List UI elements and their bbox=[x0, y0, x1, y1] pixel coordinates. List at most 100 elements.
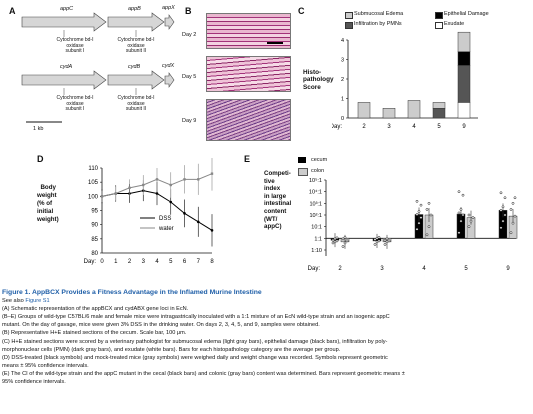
e-data-point bbox=[427, 225, 431, 229]
e-y-tick-label: 10²:1 bbox=[309, 213, 322, 219]
legend-label-exudate: Exudate bbox=[444, 21, 465, 27]
e-data-point bbox=[343, 241, 347, 245]
histology-scale-bar bbox=[267, 42, 283, 44]
e-data-point bbox=[377, 239, 381, 243]
subunit-label-2a: Cytochrome bd-I oxidase subunit I bbox=[56, 95, 94, 113]
e-data-point bbox=[425, 208, 429, 211]
legend-swatch-cecum bbox=[298, 157, 306, 163]
histology-image-day2 bbox=[206, 13, 291, 49]
gene-label-appc: appC bbox=[60, 6, 74, 12]
caption-line-5: (C) H+E stained sections were scored by … bbox=[2, 338, 388, 345]
c-bar-segment bbox=[457, 51, 471, 66]
c-bar-segment bbox=[457, 65, 471, 103]
e-data-point bbox=[511, 221, 515, 225]
e-data-point bbox=[417, 221, 421, 225]
d-data-point bbox=[210, 172, 214, 175]
day-label-5: Day 5 bbox=[182, 74, 197, 80]
figure-s1-link[interactable]: Figure S1 bbox=[25, 298, 50, 305]
caption-line-3: mutant. On the day of gavage, mice were … bbox=[2, 322, 320, 329]
gene-arrow-cydb bbox=[107, 70, 165, 90]
e-data-point bbox=[501, 205, 505, 209]
caption-line-10: 95% confidence intervals. bbox=[2, 379, 66, 386]
e-y-tick-label: 10:1 bbox=[311, 225, 322, 231]
d-x-tick-label: 2 bbox=[128, 259, 132, 265]
d-y-tick-label: 100 bbox=[88, 194, 99, 200]
e-data-point bbox=[499, 191, 503, 195]
e-data-point bbox=[429, 213, 433, 217]
c-bar-segment bbox=[357, 102, 371, 119]
e-data-point bbox=[335, 239, 339, 243]
e-x-tick-label: 4 bbox=[422, 266, 426, 272]
e-data-point bbox=[415, 199, 419, 203]
d-data-point bbox=[169, 183, 172, 187]
day-label-2: Day 2 bbox=[182, 32, 197, 38]
e-y-tick-label: 1:1 bbox=[314, 236, 322, 242]
c-bar-segment bbox=[382, 108, 396, 119]
subunit-label-2b: Cytochrome bd-I oxidase subunit II bbox=[117, 95, 155, 113]
e-data-point bbox=[331, 238, 335, 242]
legend-label-epithelial: Epithelial Damage bbox=[444, 11, 489, 17]
gene-arrow-appc bbox=[21, 12, 107, 32]
e-data-point bbox=[415, 227, 419, 231]
d-x-tick-label: 0 bbox=[100, 259, 104, 265]
caption-line-4: (B) Representative H+E stained sections … bbox=[2, 330, 187, 337]
c-x-tick-label: 4 bbox=[412, 124, 416, 130]
legend-swatch-colon bbox=[298, 168, 308, 176]
e-data-point bbox=[333, 237, 337, 241]
d-data-point bbox=[196, 220, 200, 224]
e-data-point bbox=[341, 237, 345, 241]
gene-label-appb: appB bbox=[128, 6, 141, 12]
e-data-point bbox=[467, 225, 471, 229]
e-data-point bbox=[331, 241, 335, 245]
e-data-point bbox=[461, 193, 465, 197]
competitive-index-y-label: Competi- tive index in large intestinal … bbox=[264, 170, 292, 231]
e-data-point bbox=[377, 236, 381, 239]
gene-label-cydb: cydB bbox=[128, 64, 141, 70]
e-x-tick-label: 3 bbox=[380, 266, 384, 272]
legend-label-pmn: Infiltration by PMNs bbox=[354, 21, 402, 27]
legend-swatch-edema bbox=[345, 12, 353, 19]
d-data-point bbox=[155, 192, 159, 195]
d-data-point bbox=[142, 183, 145, 187]
c-y-tick-label: 1 bbox=[341, 97, 344, 103]
legend-label-colon: colon bbox=[311, 168, 325, 174]
e-data-point bbox=[457, 231, 461, 235]
d-x-axis-label: Day: bbox=[84, 259, 97, 265]
e-data-point bbox=[343, 236, 347, 239]
legend-swatch-exudate bbox=[435, 22, 443, 29]
e-data-point bbox=[335, 236, 339, 240]
e-data-point bbox=[499, 226, 503, 230]
caption-line-1: (A) Schematic representation of the appB… bbox=[2, 306, 189, 313]
gene-label-cyda: cydA bbox=[60, 64, 73, 70]
c-y-tick-label: 0 bbox=[341, 116, 344, 122]
c-bar-segment bbox=[407, 100, 421, 119]
gene-arrow-appb bbox=[107, 12, 165, 32]
weight-y-label: Body weight (% of initial weight) bbox=[37, 184, 59, 223]
d-legend-label: water bbox=[158, 226, 174, 232]
caption-line-7: (D) DSS-treated (black symbols) and mock… bbox=[2, 354, 388, 361]
legend-swatch-epithelial bbox=[435, 12, 443, 19]
d-data-point bbox=[169, 200, 173, 204]
e-data-point bbox=[387, 239, 391, 243]
panel-label-e: E bbox=[244, 154, 251, 164]
see-also-line: See also Figure S1 bbox=[2, 297, 530, 305]
c-bar-segment bbox=[432, 108, 446, 119]
e-y-tick-label: 1:10 bbox=[311, 248, 322, 254]
panel-label-d: D bbox=[37, 154, 44, 164]
e-data-point bbox=[503, 196, 507, 200]
gene-arrow-cydx bbox=[164, 72, 175, 88]
e-data-point bbox=[503, 213, 507, 217]
e-data-point bbox=[509, 208, 513, 211]
e-y-tick-label: 10³:1 bbox=[309, 201, 322, 207]
c-x-tick-label: 5 bbox=[437, 124, 441, 130]
d-y-tick-label: 95 bbox=[91, 209, 98, 215]
scale-bar-label: 1 kb bbox=[33, 126, 44, 132]
e-data-point bbox=[341, 245, 345, 248]
e-data-point bbox=[425, 233, 429, 237]
e-data-point bbox=[385, 237, 389, 241]
e-data-point bbox=[427, 201, 431, 205]
legend-label-cecum: cecum bbox=[311, 157, 328, 163]
d-x-tick-label: 6 bbox=[183, 259, 187, 265]
d-x-tick-label: 7 bbox=[197, 259, 201, 265]
e-data-point bbox=[415, 213, 419, 216]
